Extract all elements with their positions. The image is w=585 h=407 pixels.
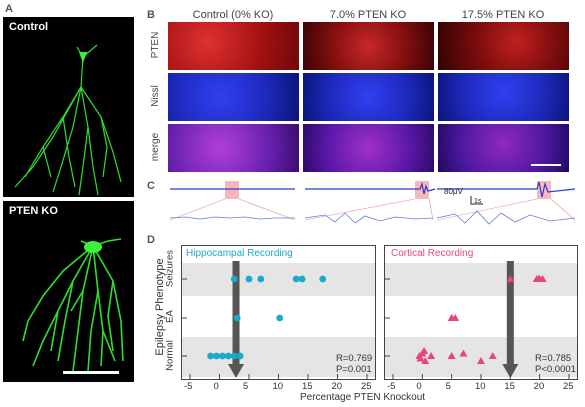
scale-bar	[63, 371, 119, 374]
merge-scale-bar	[531, 164, 561, 166]
threshold-arrow-head	[228, 364, 245, 378]
hippocampal-stats: R=0.769 P=0.001	[336, 353, 372, 375]
data-point	[534, 275, 543, 282]
control-neuron-drawing	[14, 44, 122, 196]
pten-tile-7pct	[303, 22, 434, 70]
data-point	[219, 352, 226, 360]
nissl-tile-17pct	[438, 73, 569, 121]
xtick-label: 25	[563, 381, 574, 392]
data-point	[477, 357, 485, 364]
data-point	[459, 349, 468, 357]
xtick-label: 15	[504, 381, 515, 392]
xtick-label: 5	[445, 381, 451, 392]
xtick-label: 25	[361, 381, 372, 392]
xtick-label: -5	[184, 381, 193, 392]
row-label-pten: PTEN	[150, 31, 161, 59]
nissl-tile-control	[168, 73, 299, 121]
data-point	[292, 275, 300, 283]
data-point	[245, 275, 253, 283]
data-point	[276, 314, 284, 322]
eeg-traces	[169, 181, 576, 225]
ycat-ea: EA	[164, 310, 176, 323]
data-point	[488, 352, 497, 359]
band-seizures	[182, 263, 375, 296]
pten-ko-neuron-drawing	[22, 238, 124, 374]
data-point	[298, 275, 306, 283]
cortical-scatter	[385, 261, 570, 379]
hippocampal-p: P=0.001	[336, 364, 372, 375]
data-point	[236, 352, 244, 360]
merge-tile-control	[168, 124, 299, 172]
pten-tile-17pct	[438, 22, 569, 70]
merge-tile-17pct	[438, 124, 569, 172]
scale-time: 1s	[474, 198, 482, 205]
row-label-nissl: Nissl	[150, 85, 161, 107]
ycat-seizures: Seizures	[164, 250, 176, 287]
row-label-merge: merge	[150, 132, 161, 162]
pten-ko-label: PTEN KO	[9, 205, 58, 217]
ycat-normal: Normal	[164, 340, 176, 371]
data-point	[213, 352, 220, 360]
xtick-label: 10	[272, 381, 284, 392]
scale-voltage: 80μV	[444, 187, 463, 196]
data-point	[230, 352, 238, 360]
hippocampal-scatter	[182, 261, 368, 379]
cortical-title: Cortical Recording	[391, 248, 474, 259]
xtick-label: 15	[302, 381, 313, 392]
panel-c-letter: C	[147, 180, 155, 192]
panel-d-letter: D	[147, 234, 155, 246]
data-point	[233, 314, 241, 322]
data-point	[421, 357, 430, 364]
threshold-arrow-shaft	[506, 261, 514, 366]
threshold-arrow-head	[502, 364, 519, 378]
pten-tile-control	[168, 22, 299, 70]
merge-tile-7pct	[303, 124, 434, 172]
xtick-label: 0	[416, 381, 422, 392]
control-label: Control	[9, 21, 49, 33]
cortical-r: R=0.785	[535, 353, 572, 364]
column-header-17pct: 17.5% PTEN KO	[461, 9, 545, 21]
cortical-stats: R=0.785 P<0.0001	[535, 353, 576, 375]
data-point	[257, 275, 265, 283]
column-header-7pct: 7.0% PTEN KO	[329, 9, 407, 21]
data-point	[506, 275, 515, 282]
xtick-label: 10	[475, 381, 486, 392]
data-point	[420, 347, 429, 354]
cortical-p: P<0.0001	[535, 364, 576, 375]
data-point	[224, 352, 232, 360]
xtick-label: 20	[331, 381, 343, 392]
cortical-plot: Cortical Recording R=0.785 P<0.0001	[384, 245, 578, 380]
panel-b-letter: B	[147, 9, 155, 21]
control-neuron-image: Control	[3, 17, 134, 197]
hippocampal-plot: Hippocampal Recording R=0.769 P=0.001	[181, 245, 376, 380]
data-point	[207, 352, 215, 360]
xtick-label: 0	[213, 381, 219, 392]
data-point	[416, 354, 425, 362]
data-point	[427, 352, 436, 359]
xtick-label: -5	[387, 381, 396, 392]
d-xlabel: Percentage PTEN Knockout	[300, 392, 426, 403]
xtick-label: 5	[243, 381, 249, 392]
data-point	[451, 314, 460, 321]
nissl-tile-7pct	[303, 73, 434, 121]
column-header-control: Control (0% KO)	[192, 9, 274, 21]
data-point	[230, 275, 238, 283]
data-point	[319, 275, 327, 283]
hippocampal-r: R=0.769	[336, 353, 373, 364]
hippocampal-title: Hippocampal Recording	[186, 248, 293, 259]
xtick-label: 20	[533, 381, 545, 392]
panel-a-letter: A	[5, 3, 13, 15]
pten-ko-neuron-image: PTEN KO	[3, 201, 134, 382]
threshold-arrow-shaft	[232, 261, 240, 366]
data-point	[447, 352, 456, 359]
